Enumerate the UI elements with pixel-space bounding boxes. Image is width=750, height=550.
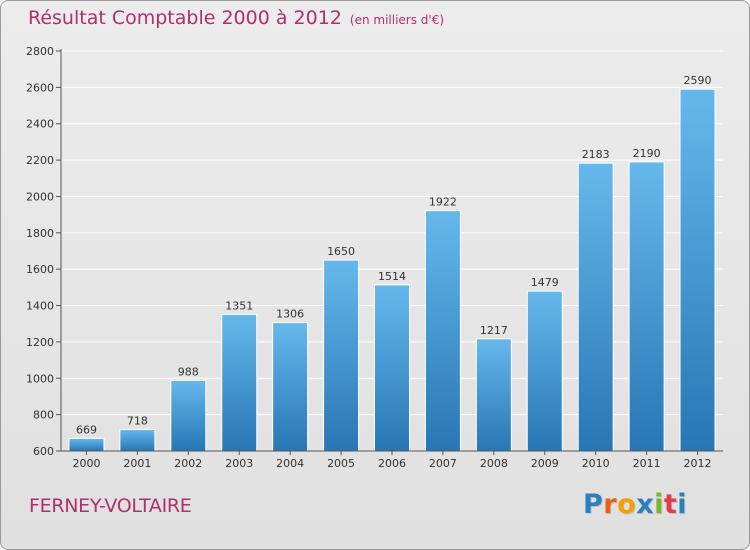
- x-tick-label: 2002: [174, 457, 202, 470]
- bar-value-label: 2183: [582, 148, 610, 161]
- y-tick-label: 2600: [26, 81, 54, 94]
- bar-2008: [475, 338, 512, 452]
- commune-name: FERNEY-VOLTAIRE: [29, 495, 192, 517]
- y-tick-label: 1000: [26, 372, 54, 385]
- bar-value-label: 718: [127, 415, 148, 428]
- y-tick-label: 1200: [26, 336, 54, 349]
- brand-letter: x: [636, 489, 655, 520]
- x-tick-label: 2009: [531, 457, 559, 470]
- bar-2001: [119, 429, 156, 452]
- y-tick-label: 2400: [26, 118, 54, 131]
- axes: 600 800 1000 1200 1400 1600 1800 2000 2200 2400 26…: [26, 45, 723, 470]
- bars: 669 718 988 1351 1306 1650 1514 1922 1217 1479 218…: [68, 74, 716, 452]
- bar-value-label: 1922: [429, 196, 457, 209]
- brand-letter: i: [654, 489, 664, 520]
- bar-value-label: 1217: [480, 324, 508, 337]
- bar-2006: [374, 284, 410, 452]
- x-tick-label: 2008: [480, 457, 508, 470]
- bar-2002: [170, 379, 207, 452]
- y-tick-label: 2200: [26, 154, 54, 167]
- y-tick-label: 1800: [26, 227, 54, 240]
- x-tick-label: 2006: [378, 457, 406, 470]
- x-tick-label: 2000: [72, 457, 100, 470]
- bar-value-label: 1650: [327, 245, 355, 258]
- bar-2010: [577, 162, 614, 452]
- brand-letter: i: [677, 489, 688, 520]
- bar-2009: [526, 290, 563, 452]
- bar-value-label: 1479: [531, 276, 559, 289]
- y-tick-label: 1600: [26, 263, 54, 276]
- bar-2000: [68, 437, 105, 452]
- subtitle-text: (en milliers d'€): [349, 13, 445, 27]
- y-tick-label: 600: [33, 445, 54, 458]
- brand-letter: r: [603, 489, 618, 520]
- bar-value-label: 1351: [225, 299, 253, 312]
- y-tick-label: 1400: [26, 300, 54, 313]
- proxiti-logo: Proxiti: [583, 489, 687, 520]
- y-tick-label: 2800: [26, 45, 54, 58]
- title-text: Résultat Comptable 2000 à 2012: [28, 7, 342, 29]
- bar-value-label: 1514: [378, 270, 406, 283]
- brand-letter: P: [583, 489, 604, 520]
- y-tick-label: 2000: [26, 190, 54, 203]
- bar-value-label: 988: [178, 365, 199, 378]
- x-tick-label: 2010: [582, 457, 610, 470]
- bar-2003: [221, 313, 258, 452]
- chart-title: Résultat Comptable 2000 à 2012 (en millie…: [28, 7, 444, 29]
- x-tick-label: 2001: [123, 457, 151, 470]
- bar-2005: [323, 259, 360, 452]
- x-tick-label: 2012: [684, 457, 712, 470]
- x-tick-label: 2005: [327, 457, 355, 470]
- x-tick-label: 2004: [276, 457, 304, 470]
- x-tick-label: 2003: [225, 457, 253, 470]
- y-tick-label: 800: [33, 409, 54, 422]
- bar-2007: [424, 210, 461, 452]
- bar-2011: [628, 161, 665, 452]
- bar-value-label: 669: [76, 423, 97, 436]
- bar-value-label: 1306: [276, 308, 304, 321]
- brand-letter: o: [617, 489, 637, 520]
- bar-value-label: 2590: [684, 74, 712, 87]
- bar-value-label: 2190: [633, 147, 661, 160]
- x-tick-label: 2011: [633, 457, 661, 470]
- brand-letter: t: [663, 489, 678, 520]
- bar-2004: [272, 322, 309, 452]
- x-tick-label: 2007: [429, 457, 457, 470]
- bar-2012: [679, 88, 716, 452]
